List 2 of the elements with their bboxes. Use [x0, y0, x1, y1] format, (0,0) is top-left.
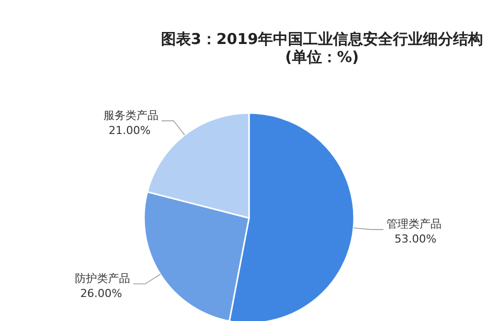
title: 图表3：2019年中国工业信息安全行业细分结构 — [160, 30, 484, 48]
subtitle: (单位：%) — [285, 48, 359, 66]
